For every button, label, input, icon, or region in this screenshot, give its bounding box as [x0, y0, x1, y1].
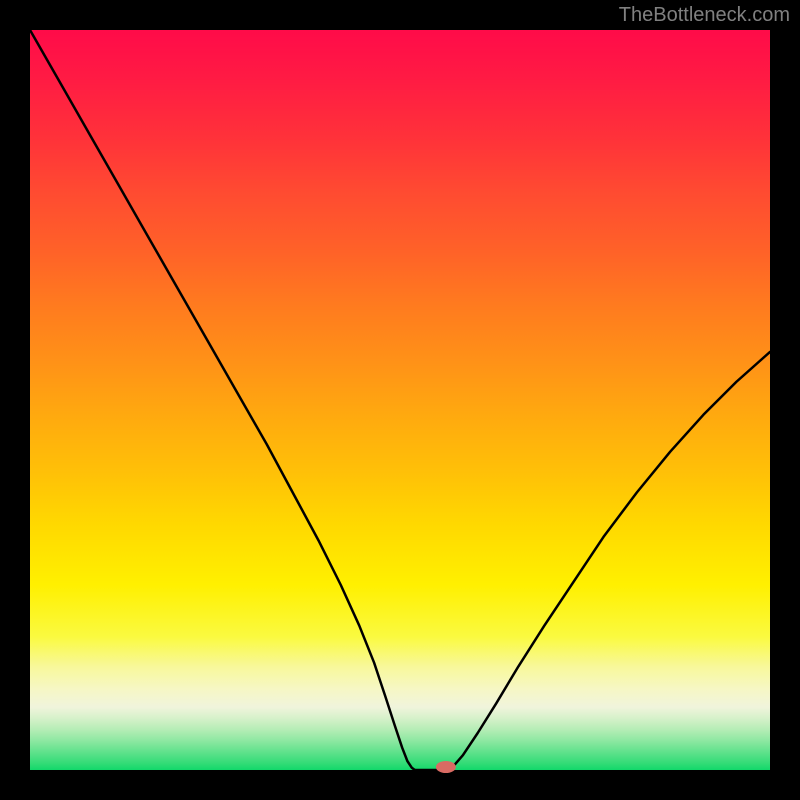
watermark-text: TheBottleneck.com [619, 4, 790, 27]
optimal-point-marker [436, 761, 456, 773]
bottleneck-chart [0, 0, 800, 800]
plot-background [30, 30, 770, 770]
